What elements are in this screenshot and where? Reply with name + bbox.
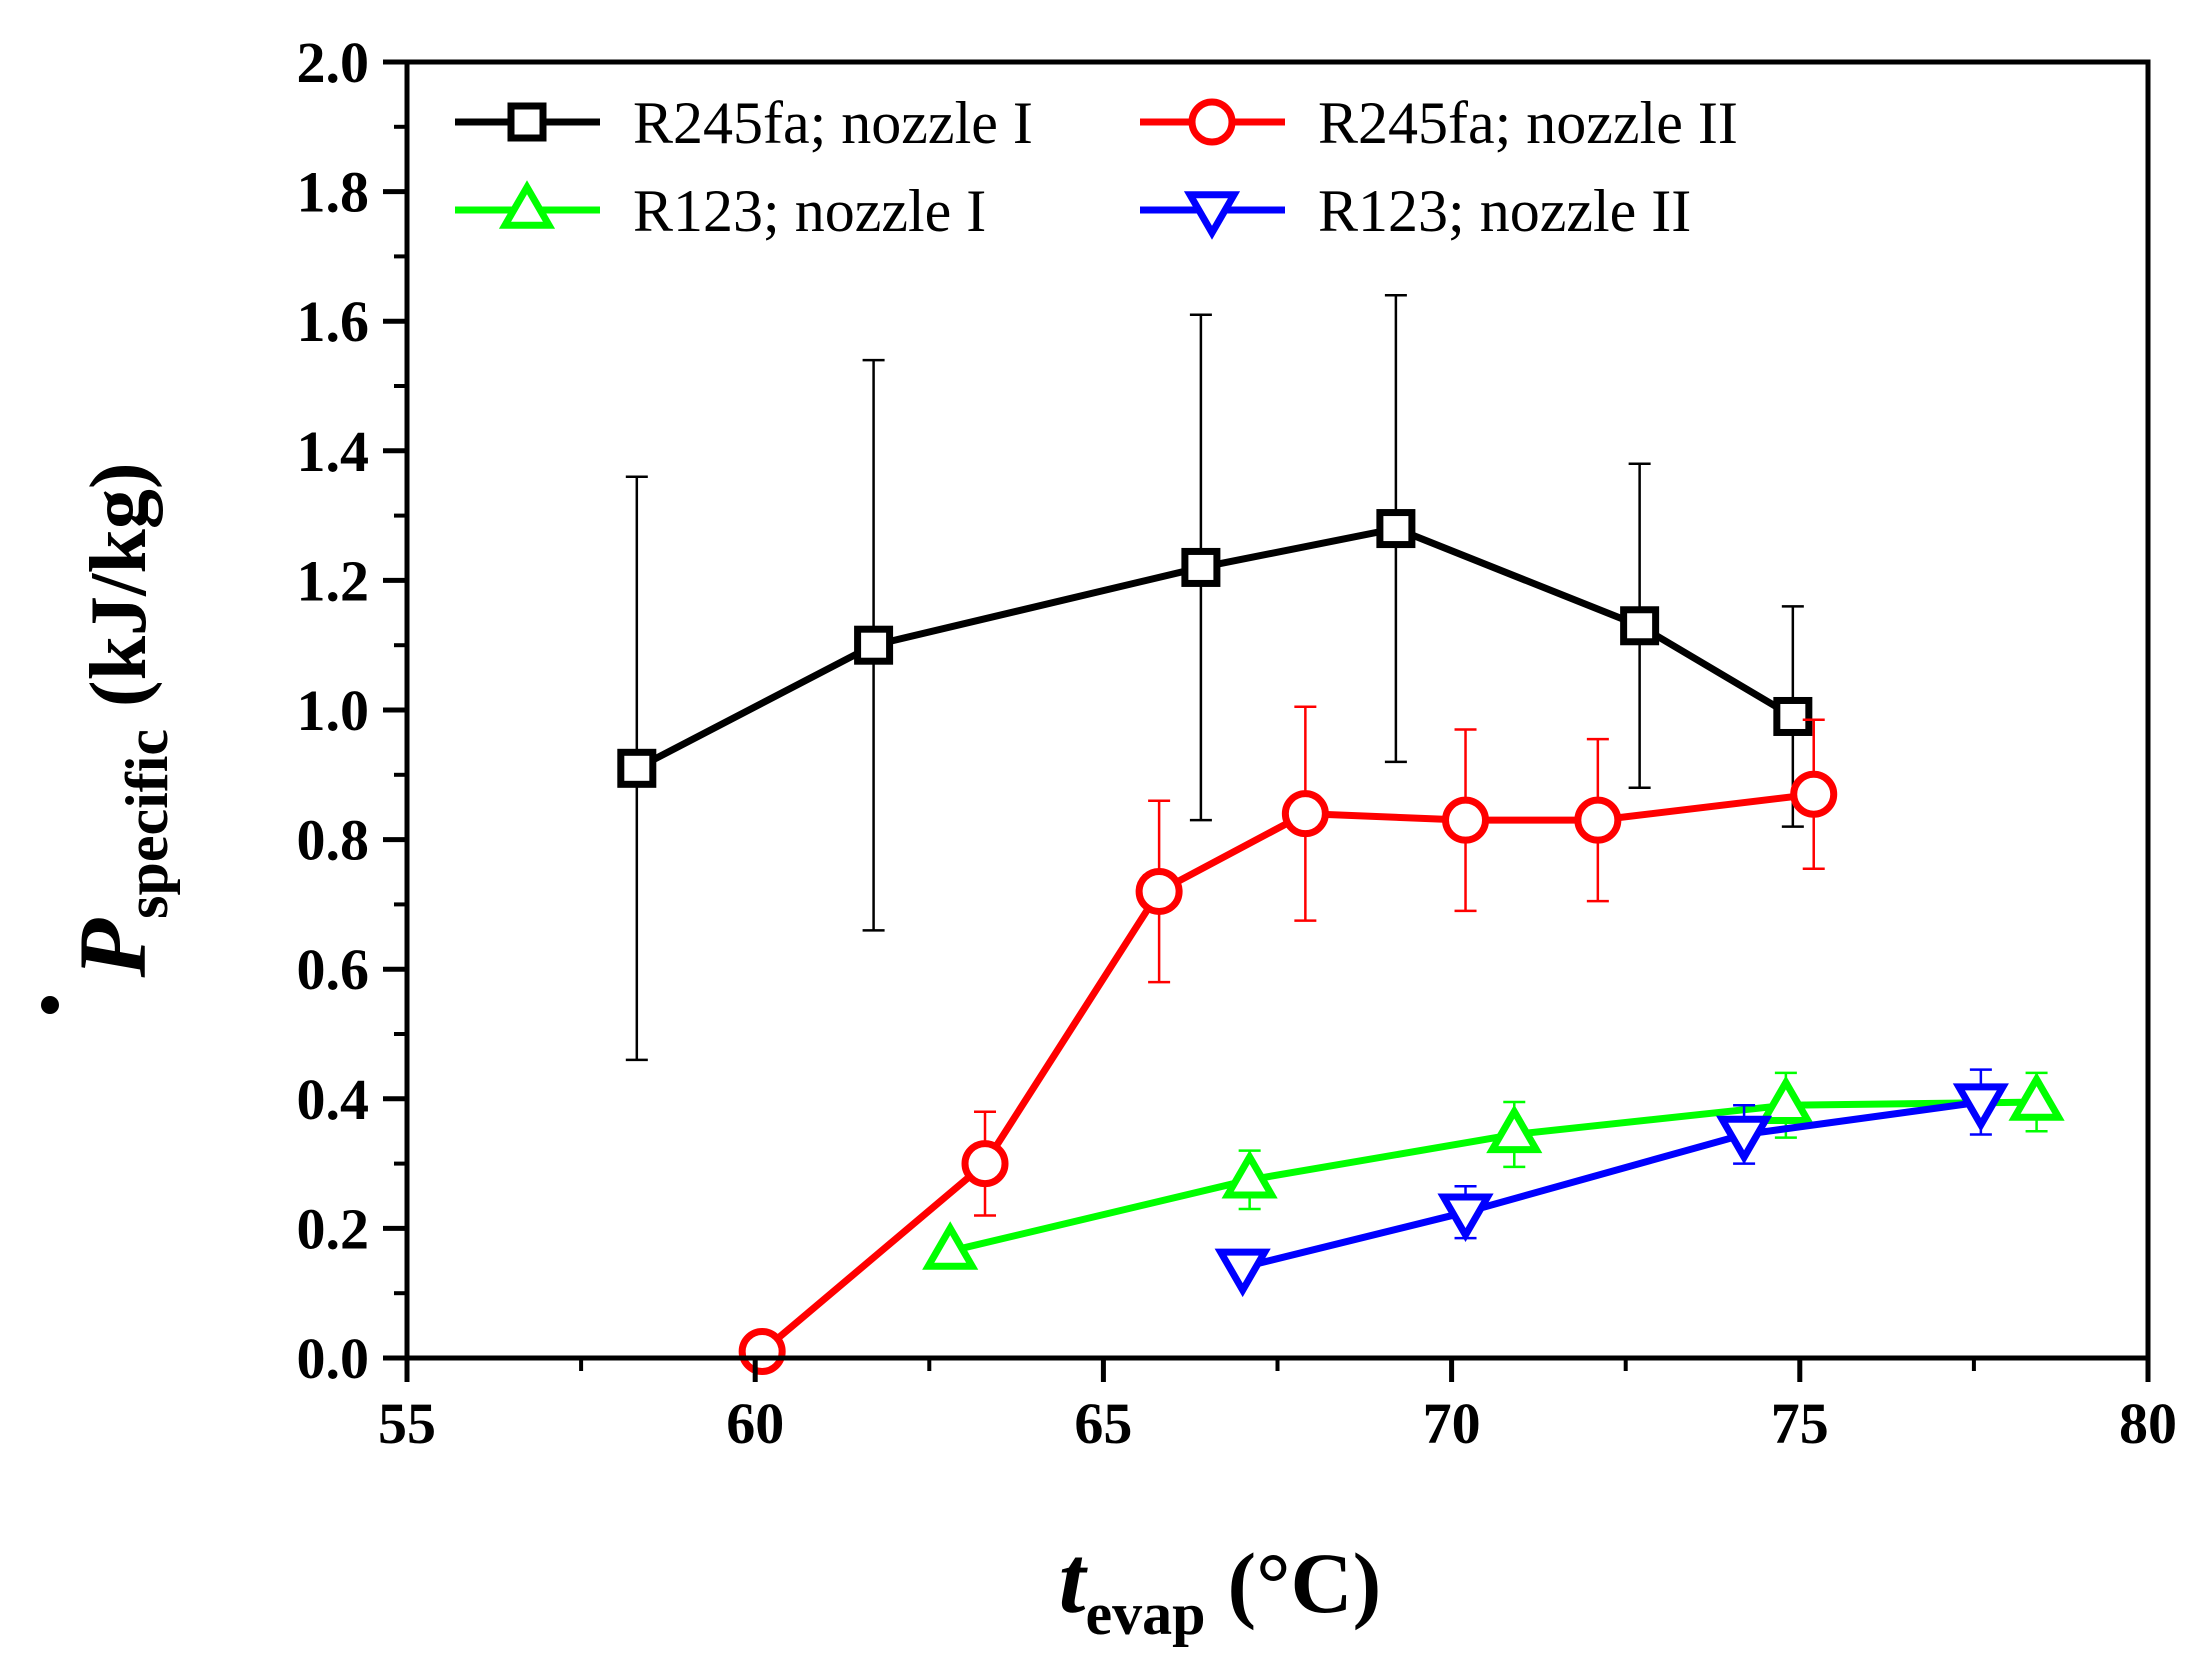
series-line bbox=[949, 1098, 2037, 1255]
legend: R245fa; nozzle I R245fa; nozzle II R123; n… bbox=[455, 90, 1738, 244]
x-tick-label: 80 bbox=[2119, 1391, 2177, 1456]
series-1 bbox=[617, 294, 1813, 1062]
data-point bbox=[1281, 790, 1329, 838]
series-2 bbox=[738, 705, 1838, 1376]
legend-label: R245fa; nozzle I bbox=[633, 90, 1033, 156]
series-3 bbox=[922, 1071, 2065, 1270]
data-point bbox=[1757, 1075, 1814, 1124]
x-axis-title-main: t bbox=[1059, 1526, 1089, 1633]
y-tick-label: 1.6 bbox=[297, 289, 370, 354]
data-point bbox=[1221, 1150, 1278, 1199]
legend-item-3: R123; nozzle I bbox=[455, 178, 986, 244]
data-point bbox=[1214, 1248, 1271, 1298]
y-tick-label: 0.0 bbox=[297, 1326, 370, 1391]
y-tick-label: 1.8 bbox=[297, 160, 370, 225]
data-point bbox=[961, 1140, 1009, 1188]
y-axis-title: Pspecific (kJ/kg) bbox=[59, 462, 180, 978]
legend-marker bbox=[507, 102, 547, 142]
data-point bbox=[1620, 606, 1660, 646]
series-line bbox=[759, 790, 1815, 1355]
legend-label: R245fa; nozzle II bbox=[1318, 90, 1738, 156]
x-tick-label: 60 bbox=[726, 1391, 784, 1456]
y-tick-label: 0.4 bbox=[297, 1067, 370, 1132]
data-point bbox=[1790, 770, 1838, 818]
legend-marker bbox=[1183, 191, 1241, 240]
x-axis-title-sub: evap bbox=[1085, 1581, 1205, 1647]
series-line bbox=[635, 525, 1795, 772]
y-tick-label: 1.0 bbox=[297, 678, 370, 743]
data-point bbox=[1135, 867, 1183, 915]
data-point bbox=[1773, 696, 1813, 736]
data-point bbox=[854, 625, 894, 665]
y-tick-label: 0.6 bbox=[297, 937, 370, 1002]
y-tick-label: 0.2 bbox=[297, 1196, 370, 1261]
data-point bbox=[1952, 1083, 2009, 1132]
y-tick-label: 0.8 bbox=[297, 808, 370, 873]
axes: 55 60 65 70 75 80 0.0 0.2 0.4 0.6 0.8 1.0 1.2 1.4 1.6 1… bbox=[297, 30, 2178, 1456]
data-point bbox=[1181, 547, 1221, 587]
y-tick-label: 2.0 bbox=[297, 30, 370, 95]
plot-area bbox=[617, 294, 2065, 1376]
legend-marker bbox=[498, 180, 556, 229]
data-point bbox=[617, 748, 657, 788]
data-point bbox=[1376, 509, 1416, 549]
data-point bbox=[738, 1328, 786, 1376]
y-axis-title-sub: specific bbox=[114, 729, 180, 919]
data-point bbox=[1442, 796, 1490, 844]
y-axis-title-unit: (kJ/kg) bbox=[75, 462, 163, 707]
legend-label: R123; nozzle I bbox=[633, 178, 986, 244]
legend-item-2: R245fa; nozzle II bbox=[1140, 90, 1738, 156]
x-axis-title: tevap (°C) bbox=[1059, 1526, 1381, 1647]
data-point bbox=[1574, 796, 1622, 844]
plot-frame bbox=[404, 59, 2151, 1361]
legend-marker bbox=[1188, 98, 1236, 146]
legend-label: R123; nozzle II bbox=[1318, 178, 1691, 244]
x-tick-label: 70 bbox=[1423, 1391, 1481, 1456]
legend-item-4: R123; nozzle II bbox=[1140, 178, 1691, 244]
series-4 bbox=[1214, 1068, 2009, 1298]
x-tick-label: 75 bbox=[1771, 1391, 1829, 1456]
data-point bbox=[1437, 1193, 1494, 1242]
data-point bbox=[922, 1221, 979, 1270]
x-tick-label: 65 bbox=[1074, 1391, 1132, 1456]
y-axis-title-main: P bbox=[59, 918, 166, 979]
data-point bbox=[1716, 1115, 1773, 1165]
x-axis-title-unit: (°C) bbox=[1227, 1535, 1381, 1631]
legend-item-1: R245fa; nozzle I bbox=[455, 90, 1033, 156]
series-line bbox=[1241, 1098, 1982, 1271]
y-axis-title-dot bbox=[41, 996, 59, 1014]
y-tick-label: 1.4 bbox=[297, 419, 370, 484]
y-tick-label: 1.2 bbox=[297, 548, 370, 613]
data-point bbox=[1486, 1104, 1543, 1154]
x-tick-label: 55 bbox=[378, 1391, 436, 1456]
data-point bbox=[2008, 1072, 2065, 1121]
